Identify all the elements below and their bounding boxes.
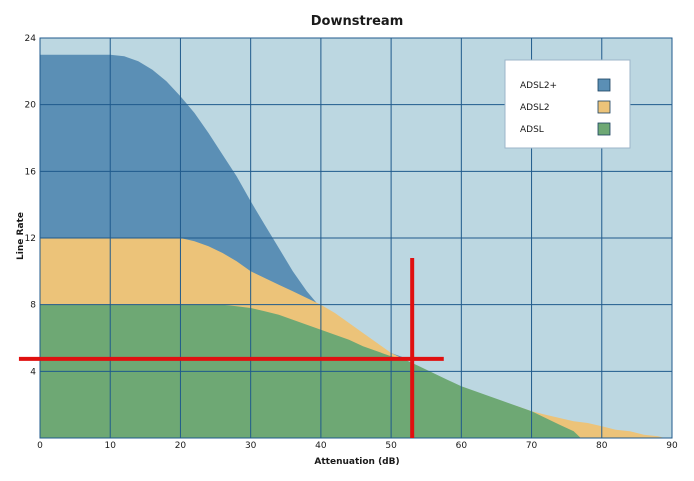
y-tick-label: 20 <box>25 101 37 111</box>
x-tick-label: 80 <box>596 441 608 451</box>
x-tick-label: 10 <box>104 441 116 451</box>
y-tick-label: 24 <box>25 34 37 44</box>
x-tick-label: 90 <box>666 441 678 451</box>
crosshair-annotation <box>18 258 444 438</box>
x-tick-label: 70 <box>526 441 538 451</box>
legend: ADSL2+ ADSL2 ADSL <box>504 59 631 149</box>
legend-label: ADSL2 <box>520 103 550 113</box>
plot-border <box>39 37 673 439</box>
y-axis-label: Line Rate <box>16 212 26 260</box>
y-tick-label: 8 <box>30 301 36 311</box>
y-tick-labels: 4 8 12 16 20 24 <box>25 34 37 377</box>
x-axis-label: Attenuation (dB) <box>314 457 399 467</box>
x-tick-label: 50 <box>385 441 397 451</box>
y-tick-label: 12 <box>25 234 36 244</box>
x-tick-label: 20 <box>175 441 187 451</box>
legend-swatch <box>597 100 611 114</box>
legend-swatch <box>597 122 611 136</box>
x-tick-label: 60 <box>456 441 468 451</box>
x-tick-label: 30 <box>245 441 257 451</box>
y-tick-label: 4 <box>30 367 36 377</box>
y-tick-label: 16 <box>25 167 37 177</box>
x-tick-label: 0 <box>37 441 43 451</box>
legend-label: ADSL2+ <box>520 81 557 91</box>
legend-swatch <box>597 78 611 92</box>
x-tick-label: 40 <box>315 441 327 451</box>
chart-title: Downstream <box>311 14 404 29</box>
x-tick-labels: 0 10 20 30 40 50 60 70 80 90 <box>37 441 678 451</box>
legend-label: ADSL <box>520 125 544 135</box>
